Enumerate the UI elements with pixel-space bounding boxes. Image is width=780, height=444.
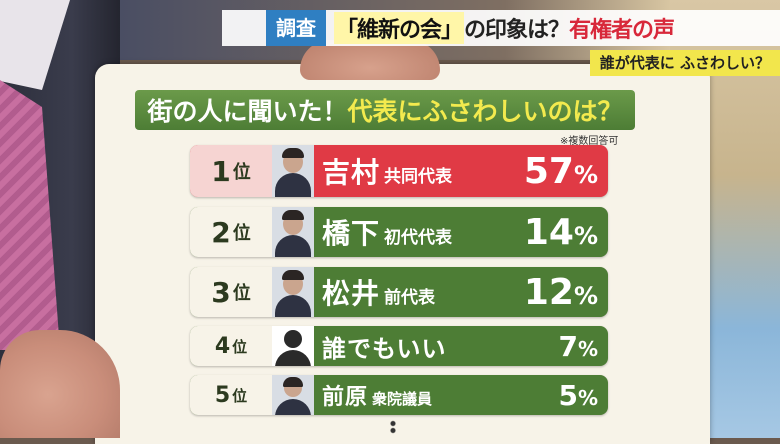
board-header: 街の人に聞いた！ 代表にふさわしいのは？ [135,90,635,130]
board-header-lead: 街の人に聞いた！ [147,97,348,126]
percentage-unit: % [573,221,598,250]
presenter-hand-top [300,40,440,80]
board-header-question: 代表にふさわしいのは？ [347,97,623,126]
rank-unit: 位 [232,337,248,356]
rank-unit: 位 [232,223,251,244]
candidate-name: 前原 衆院議員 [314,379,558,411]
candidate-name-main: 松井 [322,277,381,310]
candidate-role: 初代代表 [384,228,453,248]
percentage-unit: % [577,385,598,410]
candidate-photo [272,375,314,415]
percentage-value: 57 [523,150,574,192]
candidate-role: 前代表 [384,288,436,308]
candidate-name-main: 誰でもいい [322,334,447,363]
candidate-name-main: 前原 [322,385,369,410]
candidate-photo [272,207,314,257]
rank-unit: 位 [232,386,248,405]
anonymous-person-icon [272,326,314,366]
continuation-dots [390,420,396,434]
rank-number: 3 [211,275,231,309]
caption-title: 「維新の会」の印象は？有権者の声 [334,12,675,44]
percentage-value: 7 [558,329,578,363]
percentage: 7% [558,330,608,363]
candidate-role: 共同代表 [384,167,453,187]
caption-party: 「維新の会」 [334,12,465,44]
rank-number: 5 [214,382,231,408]
percentage-value: 14 [523,211,574,253]
candidate-photo [272,267,314,317]
percentage-value: 12 [523,271,574,313]
percentage: 14% [524,212,608,253]
multiple-answer-note: ※複数回答可 [560,136,619,147]
candidate-name: 誰でもいい [314,329,558,364]
rank-number: 1 [211,154,231,188]
candidate-name: 松井 前代表 [314,272,524,312]
percentage-value: 5 [558,378,578,412]
candidate-name-main: 橋下 [322,217,381,250]
percentage: 5% [558,379,608,412]
percentage: 57% [524,151,608,192]
percentage: 12% [524,272,608,313]
sub-caption: 誰が代表に ふさわしい？ [589,50,780,76]
rank-unit: 位 [232,162,251,183]
candidate-photo [272,145,314,197]
rank-number: 4 [214,333,231,359]
caption-bar: 調査 「維新の会」の印象は？有権者の声 [222,10,780,46]
rank-unit: 位 [232,283,251,304]
presenter-hand-left [0,330,120,438]
candidate-name: 吉村 共同代表 [314,151,524,191]
percentage-unit: % [573,160,598,189]
caption-mid: の印象は？ [464,18,570,43]
percentage-unit: % [577,336,598,361]
survey-tag: 調査 [266,10,326,46]
candidate-name: 橋下 初代代表 [314,212,524,252]
caption-emphasis: 有権者の声 [569,18,675,43]
percentage-unit: % [573,281,598,310]
rank-number: 2 [211,215,231,249]
candidate-role: 衆院議員 [372,390,433,408]
candidate-name-main: 吉村 [322,156,381,189]
